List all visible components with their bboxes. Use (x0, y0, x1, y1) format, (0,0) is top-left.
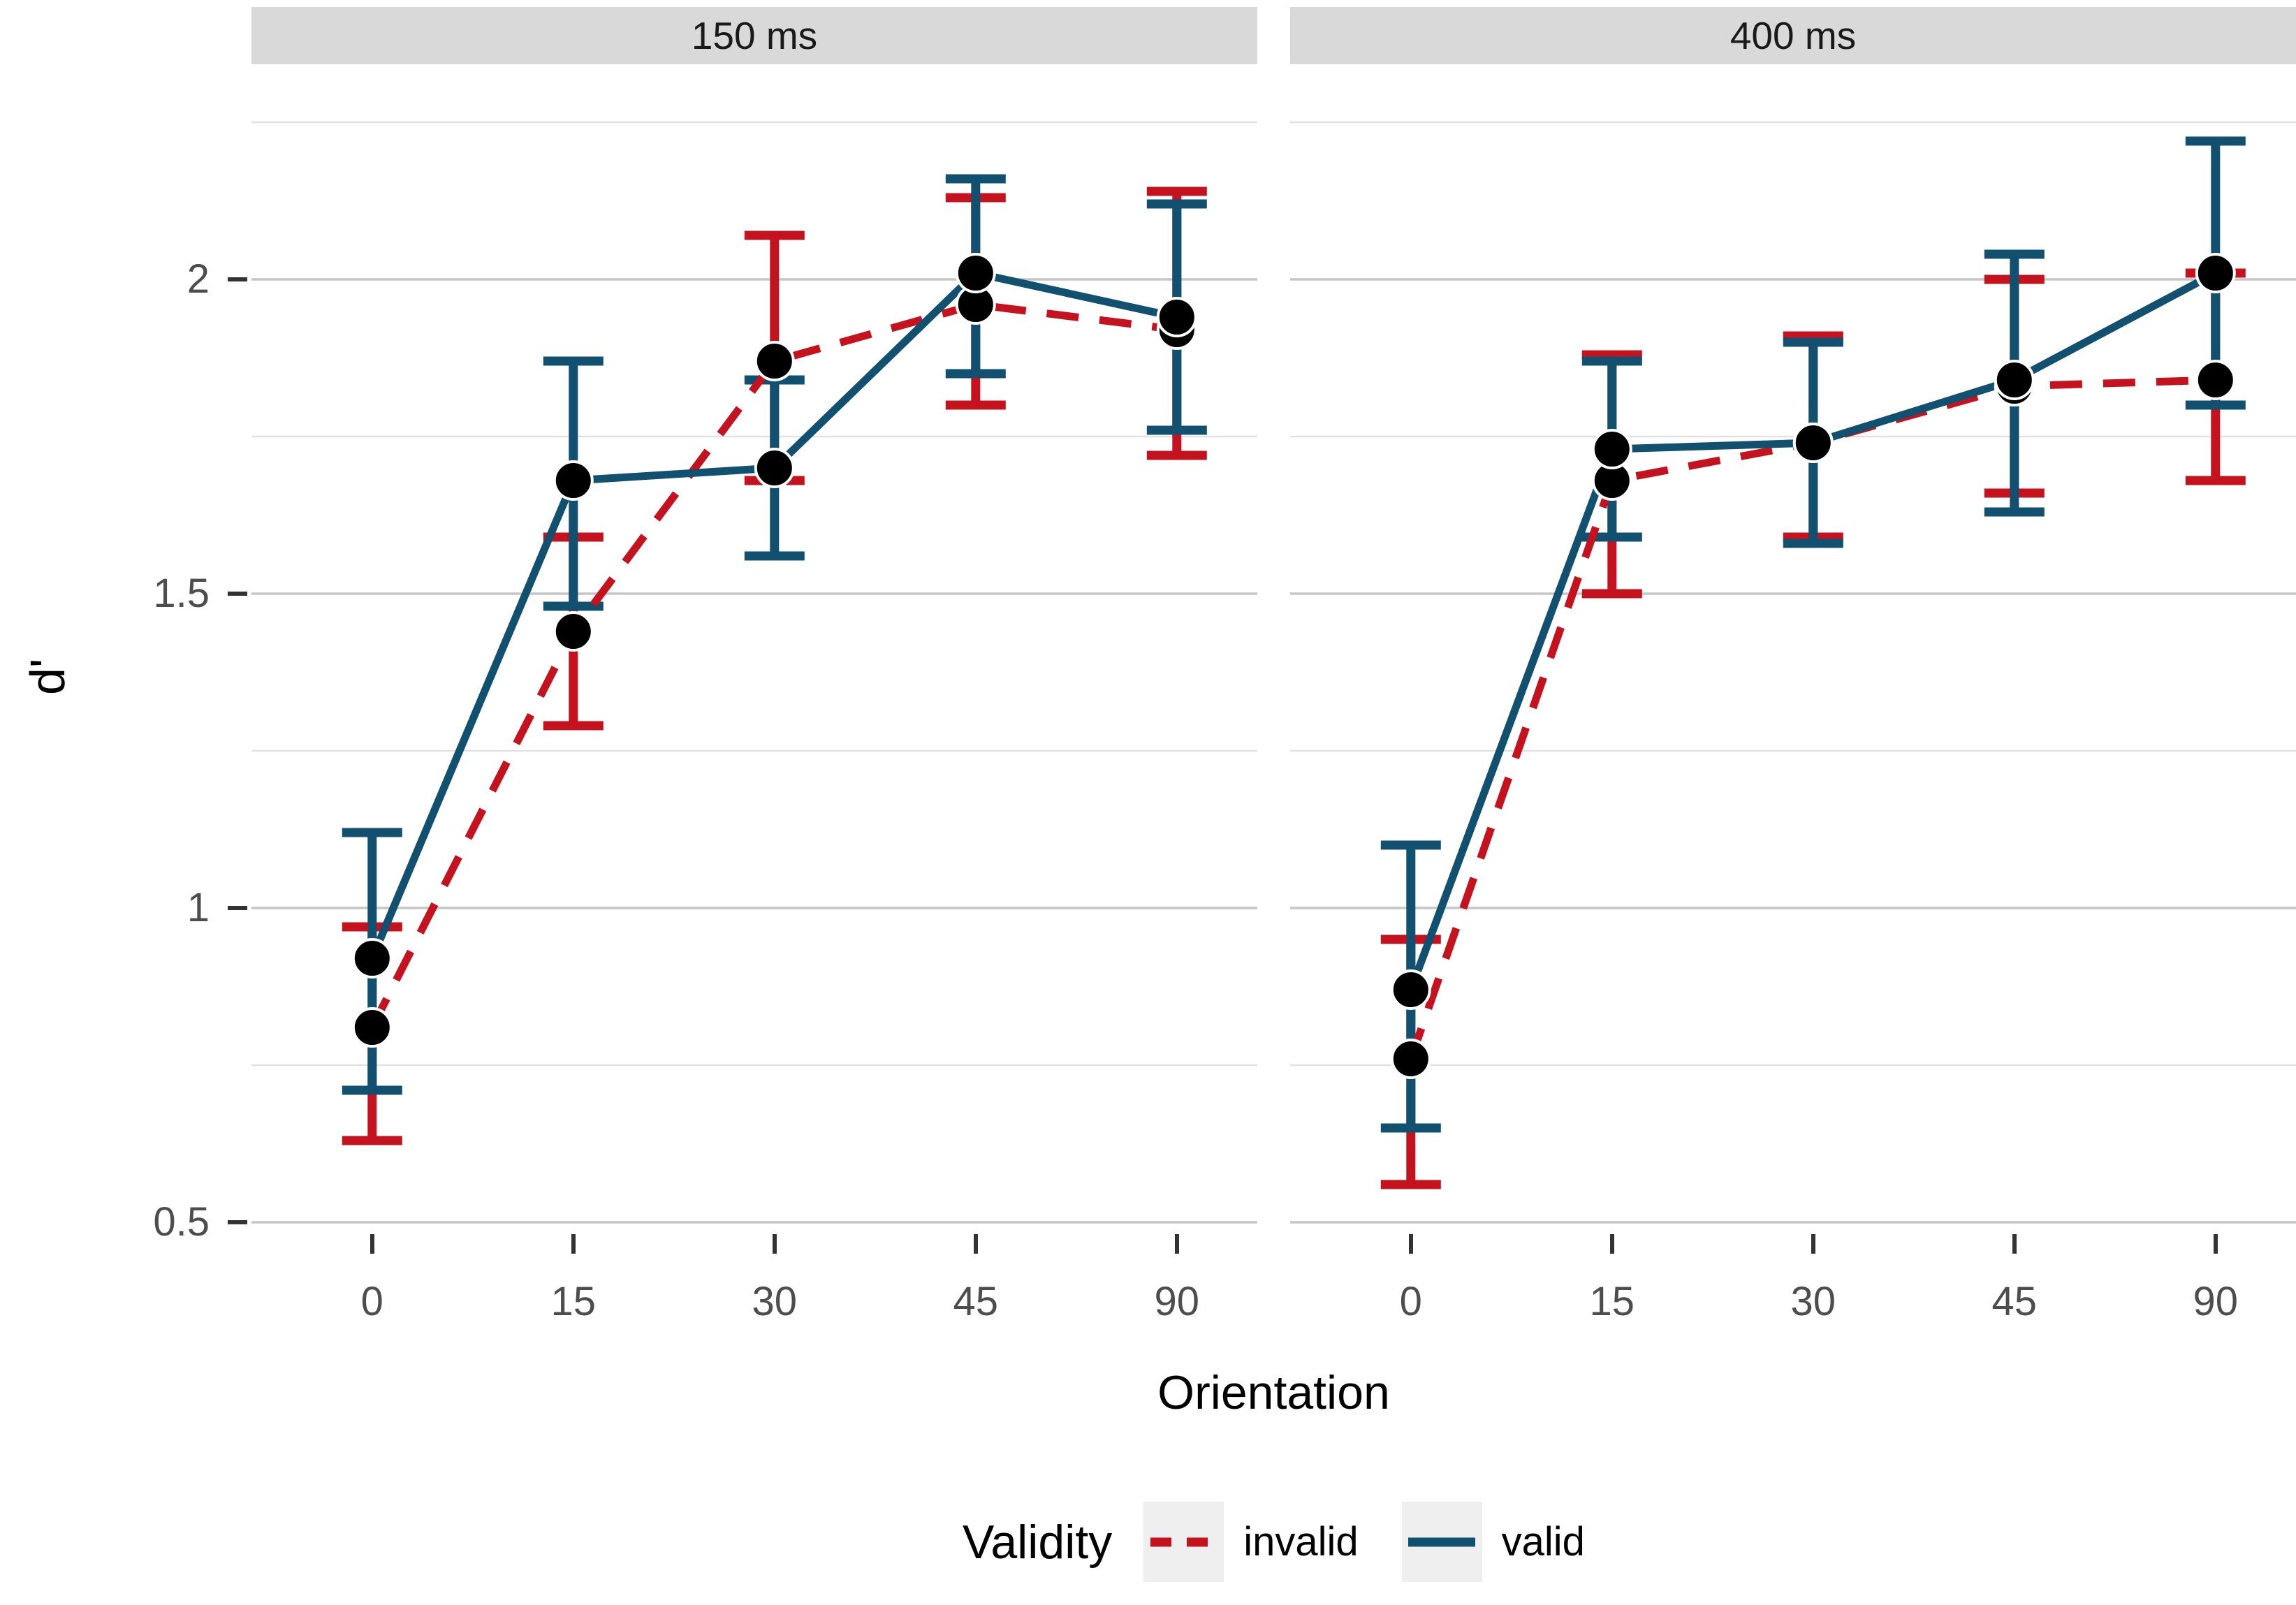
point-valid (1591, 429, 1632, 470)
x-tick-mark (1174, 1234, 1179, 1254)
x-tick-label: 30 (1790, 1279, 1836, 1324)
legend-key-valid-swatch (1401, 1502, 1482, 1582)
point-valid (1792, 423, 1834, 464)
x-tick-mark (1408, 1234, 1413, 1254)
point-invalid (2195, 360, 2236, 401)
y-tick-mark (228, 277, 247, 281)
x-tick-mark (2012, 1234, 2017, 1254)
x-tick-label: 90 (1154, 1279, 1200, 1324)
y-tick-label: 1.5 (153, 571, 210, 616)
x-tick-mark (772, 1234, 777, 1254)
y-tick-mark (228, 906, 247, 910)
x-tick-label: 45 (1991, 1279, 2038, 1324)
point-valid (955, 253, 996, 294)
legend-label-invalid: invalid (1243, 1519, 1359, 1564)
point-valid (1994, 360, 2035, 401)
facet-strip-label: 400 ms (1730, 14, 1857, 57)
x-tick-mark (2213, 1234, 2218, 1254)
legend: Validity invalid valid (251, 1481, 2296, 1603)
point-valid (1390, 969, 1431, 1011)
point-valid (553, 460, 594, 501)
panel-150ms (251, 66, 1257, 1233)
point-invalid (754, 341, 795, 382)
x-tick-mark (571, 1234, 576, 1254)
facet-strip-150ms: 150 ms (251, 7, 1257, 64)
y-tick-label: 0.5 (153, 1199, 210, 1245)
panel-400ms (1290, 66, 2296, 1233)
x-tick-label: 45 (953, 1279, 999, 1324)
y-axis-title: d' (20, 658, 75, 695)
x-tick-mark (973, 1234, 978, 1254)
legend-key-invalid-swatch (1143, 1502, 1224, 1582)
point-invalid (1390, 1039, 1431, 1080)
legend-label-valid: valid (1501, 1519, 1585, 1564)
y-tick-mark (228, 592, 247, 596)
point-valid (754, 448, 795, 489)
x-tick-label: 0 (360, 1279, 383, 1324)
x-tick-label: 15 (550, 1279, 597, 1324)
x-tick-label: 90 (2193, 1279, 2239, 1324)
y-tick-mark (228, 1220, 247, 1224)
x-tick-label: 30 (752, 1279, 798, 1324)
line-invalid (368, 300, 1178, 1029)
point-valid (1156, 297, 1197, 338)
facet-plot-area (251, 121, 1257, 1224)
y-tick-label: 1 (187, 885, 210, 930)
point-valid (2195, 253, 2236, 294)
facet-strip-label: 150 ms (691, 14, 818, 57)
y-tick-label: 2 (187, 256, 210, 302)
point-invalid (553, 611, 594, 652)
x-axis-title-wrap: Orientation (251, 1365, 2296, 1420)
x-tick-mark (370, 1234, 374, 1254)
point-valid (351, 938, 393, 979)
x-tick-mark (1811, 1234, 1815, 1254)
x-tick-label: 0 (1399, 1279, 1422, 1324)
x-tick-label: 15 (1589, 1279, 1635, 1324)
point-invalid (351, 1007, 393, 1048)
x-axis-title: Orientation (1157, 1366, 1390, 1419)
legend-title: Validity (963, 1515, 1113, 1569)
facet-plot-area (1290, 121, 2296, 1224)
facet-strip-400ms: 400 ms (1290, 7, 2296, 64)
x-tick-mark (1609, 1234, 1614, 1254)
